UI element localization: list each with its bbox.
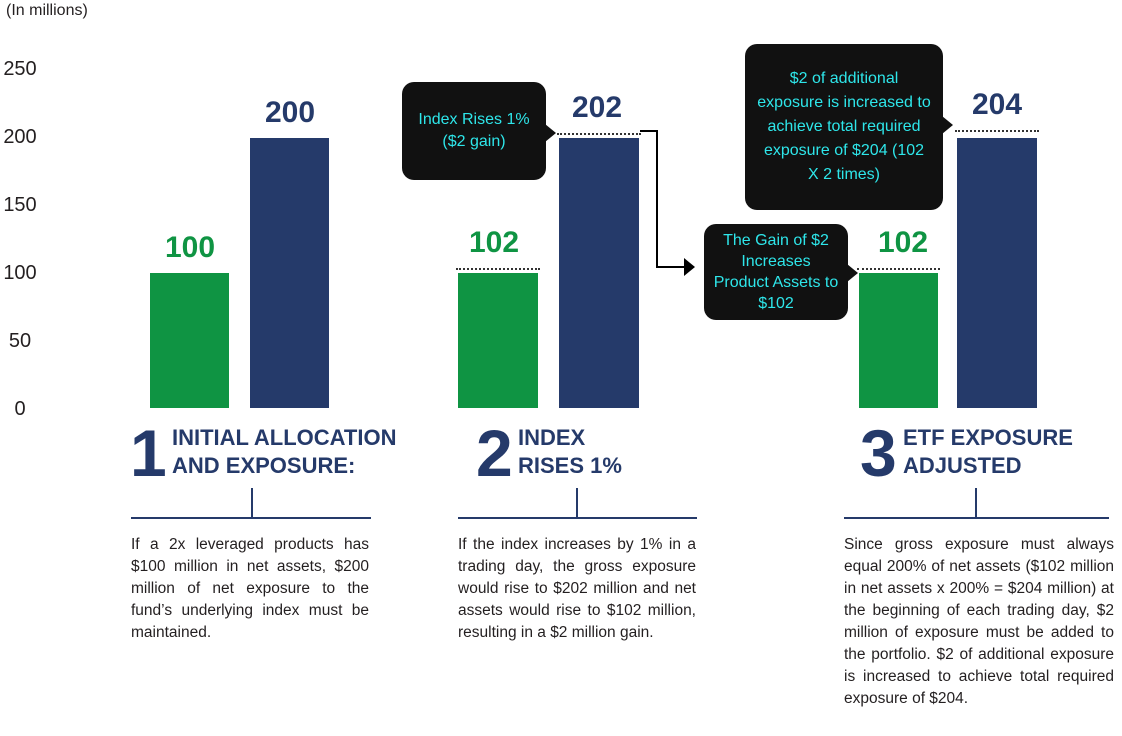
divider — [844, 517, 1109, 519]
step-title-line: ETF EXPOSURE — [903, 425, 1073, 450]
arrow-head-icon — [684, 258, 695, 276]
connector-line — [640, 130, 658, 132]
bar-net-assets-adjusted — [859, 272, 938, 408]
connector-line — [656, 266, 686, 268]
step-description: If the index increases by 1% in a tradin… — [458, 536, 696, 641]
step-title-line: AND EXPOSURE: — [172, 453, 356, 478]
callout-text: Index Rises 1% ($2 gain) — [418, 111, 530, 150]
bar-exposure-initial — [250, 137, 329, 408]
y-tick-label: 250 — [3, 58, 37, 80]
divider — [251, 488, 253, 518]
divider — [458, 517, 697, 519]
y-tick-label: 200 — [3, 126, 37, 148]
bar-value-label: 102 — [468, 226, 520, 260]
bar-value-label: 202 — [571, 90, 623, 124]
dotted-new-level — [557, 132, 641, 135]
callout-text: $2 of additional exposure is increased t… — [757, 70, 931, 183]
callout-index-rises: Index Rises 1% ($2 gain) — [402, 82, 546, 180]
callout-pointer — [847, 264, 858, 282]
callout-text: The Gain of $2 Increases Product Assets … — [713, 232, 839, 312]
divider — [576, 488, 578, 518]
step-description: If a 2x leveraged products has $100 mill… — [131, 536, 369, 641]
step-title-line: INITIAL ALLOCATION — [172, 425, 397, 450]
bar-value-label: 200 — [264, 95, 316, 129]
bar-value-label: 204 — [971, 88, 1023, 122]
bar-value-label: 100 — [164, 230, 216, 264]
step-title-line: RISES 1% — [518, 453, 622, 478]
step-title: INDEX RISES 1% — [518, 424, 622, 480]
y-tick-label: 50 — [8, 330, 32, 352]
dotted-new-level — [857, 268, 940, 271]
step-number: 1 — [130, 416, 167, 490]
step-title-line: INDEX — [518, 425, 586, 450]
bar-value-label: 102 — [877, 226, 929, 260]
bar-exposure-adjusted — [957, 137, 1037, 408]
unit-label: (In millions) — [6, 2, 88, 19]
step-description: Since gross exposure must always equal 2… — [844, 536, 1114, 707]
callout-pointer — [942, 116, 953, 134]
bar-exposure-index-rises — [559, 137, 639, 408]
connector-line — [656, 130, 658, 268]
callout-pointer — [545, 124, 556, 142]
bar-net-assets-index-rises — [458, 272, 538, 408]
dotted-new-level — [955, 130, 1039, 133]
callout-gain: The Gain of $2 Increases Product Assets … — [704, 224, 848, 320]
step-number: 2 — [476, 416, 513, 490]
divider — [131, 517, 371, 519]
callout-additional-exposure: $2 of additional exposure is increased t… — [745, 44, 943, 210]
step-title-line: ADJUSTED — [903, 453, 1022, 478]
step-number: 3 — [860, 416, 897, 490]
step-title: INITIAL ALLOCATION AND EXPOSURE: — [172, 424, 396, 480]
y-tick-label: 100 — [3, 262, 37, 284]
dotted-new-level — [456, 268, 540, 271]
y-tick-label: 150 — [3, 194, 37, 216]
step-title: ETF EXPOSURE ADJUSTED — [903, 424, 1073, 480]
bar-net-assets-initial — [150, 272, 229, 408]
y-tick-label: 0 — [14, 398, 26, 420]
divider — [975, 488, 977, 518]
